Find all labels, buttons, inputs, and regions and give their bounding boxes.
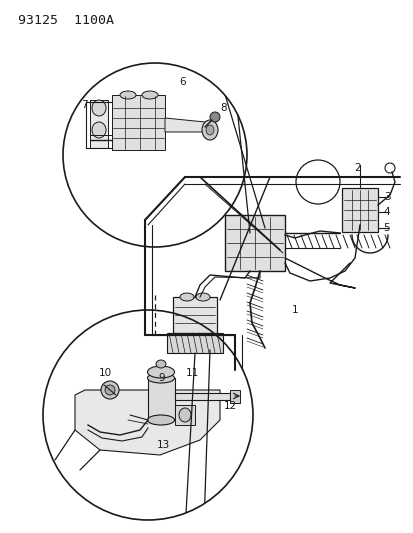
Text: 6: 6	[179, 77, 186, 87]
Text: 93125  1100A: 93125 1100A	[18, 14, 114, 27]
Ellipse shape	[206, 125, 214, 135]
Polygon shape	[173, 297, 216, 333]
Text: 4: 4	[383, 207, 389, 217]
Ellipse shape	[92, 100, 106, 116]
Ellipse shape	[178, 408, 190, 422]
Polygon shape	[224, 215, 284, 271]
Text: 9: 9	[158, 373, 165, 383]
Ellipse shape	[180, 293, 194, 301]
Ellipse shape	[202, 120, 218, 140]
Ellipse shape	[147, 415, 174, 425]
Polygon shape	[341, 188, 377, 232]
Polygon shape	[166, 333, 223, 353]
Text: 5: 5	[383, 223, 389, 233]
Ellipse shape	[120, 91, 136, 99]
Polygon shape	[230, 390, 240, 403]
Text: 1: 1	[291, 305, 298, 315]
Ellipse shape	[142, 91, 158, 99]
Text: 3: 3	[383, 192, 389, 202]
Circle shape	[101, 381, 119, 399]
Polygon shape	[175, 405, 195, 425]
Polygon shape	[165, 118, 204, 132]
Circle shape	[105, 385, 115, 395]
Text: 12: 12	[223, 401, 236, 411]
Text: 13: 13	[156, 440, 169, 450]
Ellipse shape	[92, 122, 106, 138]
Ellipse shape	[147, 366, 174, 378]
Polygon shape	[90, 100, 108, 148]
Text: 11: 11	[185, 368, 198, 378]
Polygon shape	[175, 393, 230, 400]
Text: 10: 10	[98, 368, 111, 378]
Polygon shape	[112, 95, 165, 150]
Text: 2: 2	[354, 163, 361, 173]
Polygon shape	[75, 390, 219, 455]
Polygon shape	[147, 378, 175, 420]
Text: 8: 8	[220, 103, 227, 113]
Ellipse shape	[147, 373, 174, 383]
Ellipse shape	[156, 360, 166, 368]
Ellipse shape	[195, 293, 209, 301]
Text: 7: 7	[81, 100, 87, 110]
Circle shape	[209, 112, 219, 122]
